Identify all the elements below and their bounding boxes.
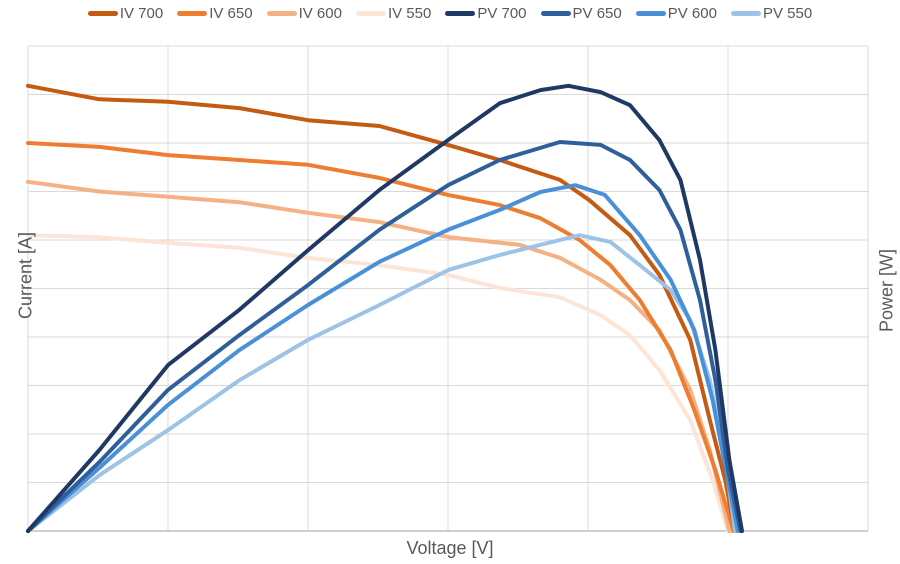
legend-item-iv-700: IV 700 — [87, 5, 164, 22]
legend-item-iv-550: IV 550 — [355, 5, 432, 22]
legend-label: IV 550 — [387, 5, 432, 22]
series-line-pv-550 — [26, 233, 737, 533]
legend-label: IV 600 — [298, 5, 342, 22]
legend-swatch — [635, 11, 666, 16]
legend-label: PV 550 — [762, 5, 813, 22]
chart-legend: IV 700 IV 650 IV 600 IV 550 PV 700 PV 650 PV 6… — [0, 5, 900, 22]
legend-swatch — [355, 11, 386, 16]
series-line-pv-600 — [26, 183, 740, 533]
x-axis-label: Voltage [V] — [406, 538, 494, 558]
legend-item-pv-550: PV 550 — [730, 5, 813, 22]
legend-item-iv-600: IV 600 — [266, 5, 342, 22]
y-axis-label-current: Current [A] — [15, 231, 36, 320]
legend-item-pv-650: PV 650 — [540, 5, 622, 22]
legend-label: IV 700 — [119, 5, 164, 22]
legend-label: PV 700 — [477, 5, 527, 22]
legend-swatch — [540, 11, 571, 16]
legend-swatch — [177, 11, 208, 16]
legend-item-iv-650: IV 650 — [177, 5, 253, 22]
legend-swatch — [87, 11, 118, 16]
series-line-pv-650 — [26, 140, 743, 533]
series-line-iv-700 — [26, 83, 737, 533]
legend-swatch — [445, 11, 476, 16]
legend-item-pv-600: PV 600 — [635, 5, 717, 22]
legend-label: PV 600 — [667, 5, 717, 22]
legend-item-pv-700: PV 700 — [445, 5, 527, 22]
legend-swatch — [266, 11, 297, 16]
series-line-iv-650 — [26, 141, 736, 533]
legend-label: IV 650 — [209, 5, 253, 22]
legend-swatch — [730, 11, 761, 16]
series-line-iv-600 — [26, 179, 732, 533]
series-line-pv-700 — [26, 83, 744, 533]
legend-label: PV 650 — [572, 5, 622, 22]
y-axis-label-power: Power [W] — [876, 249, 897, 333]
series-line-iv-550 — [26, 233, 730, 533]
